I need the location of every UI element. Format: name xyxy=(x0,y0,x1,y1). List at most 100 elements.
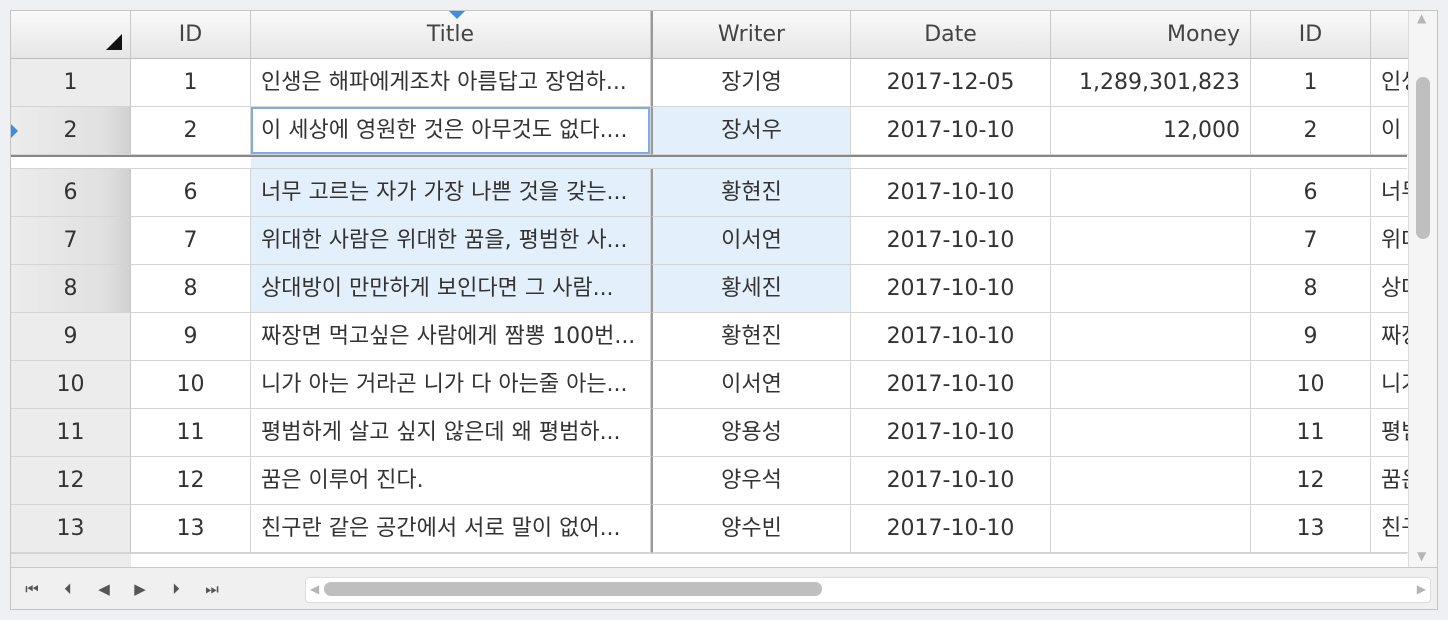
header-writer[interactable]: Writer xyxy=(651,11,851,59)
cell-extra[interactable]: 짜장 xyxy=(1371,313,1411,361)
row-header[interactable]: 7 xyxy=(11,217,131,265)
cell-money[interactable] xyxy=(1051,505,1251,553)
header-id[interactable]: ID xyxy=(131,11,251,59)
cell-title[interactable]: 니가 아는 거라곤 니가 다 아는줄 아는... xyxy=(251,361,651,409)
cell-writer[interactable]: 황현진 xyxy=(651,313,851,361)
cell-title[interactable]: 꿈은 이루어 진다. xyxy=(251,457,651,505)
cell-date[interactable]: 2017-10-10 xyxy=(851,409,1051,457)
row-header[interactable]: 12 xyxy=(11,457,131,505)
row-header[interactable]: 10 xyxy=(11,361,131,409)
cell-money[interactable] xyxy=(1051,265,1251,313)
cell-extra[interactable]: 상대 xyxy=(1371,265,1411,313)
cell-id[interactable]: 8 xyxy=(131,265,251,313)
cell-id[interactable]: 11 xyxy=(131,409,251,457)
cell-title[interactable]: 위대한 사람은 위대한 꿈을, 평범한 사... xyxy=(251,217,651,265)
cell-id-2[interactable]: 7 xyxy=(1251,217,1371,265)
cell-date[interactable]: 2017-10-10 xyxy=(851,361,1051,409)
scroll-left-icon[interactable]: ◀ xyxy=(310,582,320,596)
cell-title[interactable]: 짜장면 먹고싶은 사람에게 짬뽕 100번... xyxy=(251,313,651,361)
cell-writer[interactable]: 장서우 xyxy=(651,107,851,155)
data-grid[interactable]: ID Title Writer Date Money ID 1 1 인생은 해파에게… xyxy=(10,10,1438,610)
cell-id-2[interactable]: 6 xyxy=(1251,169,1371,217)
next-record-button[interactable]: ▶ xyxy=(127,578,153,600)
cell-id[interactable]: 12 xyxy=(131,457,251,505)
cell-writer[interactable]: 황세진 xyxy=(651,265,851,313)
row-header[interactable]: 8 xyxy=(11,265,131,313)
cell-money[interactable] xyxy=(1051,361,1251,409)
cell-writer[interactable]: 양용성 xyxy=(651,409,851,457)
horizontal-scrollbar[interactable]: ◀ ▶ xyxy=(305,577,1431,603)
prev-record-button[interactable]: ◀ xyxy=(91,578,117,600)
cell-date[interactable]: 2017-10-10 xyxy=(851,169,1051,217)
row-header[interactable]: 13 xyxy=(11,505,131,553)
cell-id[interactable]: 7 xyxy=(131,217,251,265)
scroll-right-icon[interactable]: ▶ xyxy=(1416,582,1426,596)
cell-money[interactable] xyxy=(1051,313,1251,361)
cell-writer[interactable]: 양수빈 xyxy=(651,505,851,553)
cell-id-2[interactable]: 13 xyxy=(1251,505,1371,553)
cell-id[interactable]: 2 xyxy=(131,107,251,155)
row-header[interactable]: 6 xyxy=(11,169,131,217)
cell-id[interactable]: 6 xyxy=(131,169,251,217)
cell-extra[interactable]: 위대 xyxy=(1371,217,1411,265)
cell-extra[interactable]: 니가 xyxy=(1371,361,1411,409)
cell-money[interactable] xyxy=(1051,169,1251,217)
cell-extra[interactable]: 인생 xyxy=(1371,59,1411,107)
cell-id[interactable]: 1 xyxy=(131,59,251,107)
cell-date[interactable]: 2017-12-05 xyxy=(851,59,1051,107)
cell-extra[interactable]: 꿈은 xyxy=(1371,457,1411,505)
cell-writer[interactable]: 이서연 xyxy=(651,361,851,409)
cell-writer[interactable]: 황현진 xyxy=(651,169,851,217)
header-id-2[interactable]: ID xyxy=(1251,11,1371,59)
prev-page-button[interactable]: ⏴ xyxy=(55,578,81,600)
cell-money[interactable]: 1,289,301,823 xyxy=(1051,59,1251,107)
row-header[interactable]: 9 xyxy=(11,313,131,361)
cell-writer[interactable]: 장기영 xyxy=(651,59,851,107)
cell-id[interactable]: 9 xyxy=(131,313,251,361)
cell-extra[interactable]: 친구 xyxy=(1371,505,1411,553)
header-title[interactable]: Title xyxy=(251,11,651,59)
corner-header[interactable] xyxy=(11,11,131,59)
cell-title[interactable]: 너무 고르는 자가 가장 나쁜 것을 갖는... xyxy=(251,169,651,217)
cell-id[interactable]: 13 xyxy=(131,505,251,553)
row-header[interactable]: 2 xyxy=(11,107,131,155)
cell-id-2[interactable]: 11 xyxy=(1251,409,1371,457)
cell-date[interactable]: 2017-10-10 xyxy=(851,217,1051,265)
next-page-button[interactable]: ⏵ xyxy=(163,578,189,600)
cell-date[interactable]: 2017-10-10 xyxy=(851,107,1051,155)
header-money[interactable]: Money xyxy=(1051,11,1251,59)
cell-id-2[interactable]: 2 xyxy=(1251,107,1371,155)
cell-money[interactable] xyxy=(1051,217,1251,265)
cell-extra[interactable]: 평범 xyxy=(1371,409,1411,457)
cell-writer[interactable]: 양우석 xyxy=(651,457,851,505)
scroll-down-icon[interactable]: ▼ xyxy=(1417,549,1427,563)
cell-id-2[interactable]: 12 xyxy=(1251,457,1371,505)
first-record-button[interactable]: ⏮ xyxy=(19,578,45,600)
cell-id-2[interactable]: 10 xyxy=(1251,361,1371,409)
cell-id-2[interactable]: 9 xyxy=(1251,313,1371,361)
header-extra[interactable] xyxy=(1371,11,1411,59)
cell-money[interactable]: 12,000 xyxy=(1051,107,1251,155)
cell-title[interactable]: 평범하게 살고 싶지 않은데 왜 평범하... xyxy=(251,409,651,457)
cell-title[interactable]: 친구란 같은 공간에서 서로 말이 없어... xyxy=(251,505,651,553)
vertical-scrollbar[interactable]: ▲ ▼ xyxy=(1408,11,1437,567)
row-header[interactable]: 1 xyxy=(11,59,131,107)
cell-extra[interactable]: 너무 xyxy=(1371,169,1411,217)
cell-money[interactable] xyxy=(1051,409,1251,457)
cell-date[interactable]: 2017-10-10 xyxy=(851,265,1051,313)
cell-money[interactable] xyxy=(1051,457,1251,505)
header-date[interactable]: Date xyxy=(851,11,1051,59)
cell-writer[interactable]: 이서연 xyxy=(651,217,851,265)
cell-date[interactable]: 2017-10-10 xyxy=(851,313,1051,361)
cell-id[interactable]: 10 xyxy=(131,361,251,409)
cell-date[interactable]: 2017-10-10 xyxy=(851,457,1051,505)
last-record-button[interactable]: ⏭ xyxy=(199,578,225,600)
cell-title[interactable]: 이 세상에 영원한 것은 아무것도 없다.... xyxy=(251,107,651,155)
cell-extra[interactable]: 이 xyxy=(1371,107,1411,155)
cell-date[interactable]: 2017-10-10 xyxy=(851,505,1051,553)
cell-title[interactable]: 상대방이 만만하게 보인다면 그 사람... xyxy=(251,265,651,313)
cell-id-2[interactable]: 8 xyxy=(1251,265,1371,313)
vertical-scroll-thumb[interactable] xyxy=(1416,77,1430,239)
row-header[interactable]: 11 xyxy=(11,409,131,457)
horizontal-scroll-thumb[interactable] xyxy=(324,582,822,596)
